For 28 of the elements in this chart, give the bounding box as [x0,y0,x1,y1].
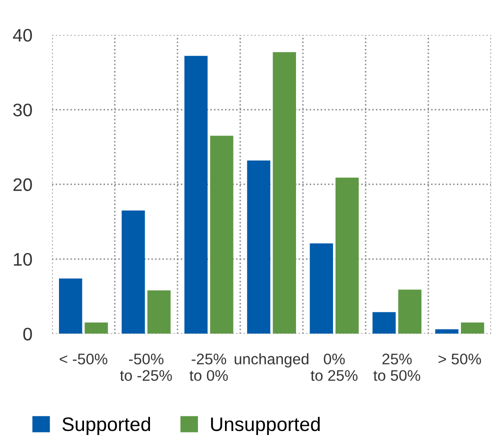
bar [310,243,334,334]
bar [84,322,108,334]
y-tick-label: 30 [13,104,32,116]
bar [184,56,208,334]
x-tick-label: unchanged [234,353,308,368]
bar [272,52,296,334]
y-tick-label: 20 [13,178,32,192]
x-tick-label: > 50% [438,354,482,364]
x-tick-label: 25% to 50% [373,354,420,381]
y-tick-label: 0 [23,328,32,340]
bar [58,278,82,334]
x-tick-label: -50% to -25% [120,354,172,381]
x-tick-label: < -50% [60,354,108,364]
bar [460,322,484,334]
bar [247,160,270,334]
x-tick-label: 0% to 25% [310,354,358,381]
bar [372,312,396,334]
bar [336,178,359,334]
bar [122,210,145,334]
bar [210,136,234,334]
y-tick-label: 40 [12,28,32,42]
legend-label: Supported [62,416,150,435]
bar [435,329,458,334]
x-tick-label: -25% to 0% [190,354,228,381]
bar [147,290,171,334]
y-tick-label: 10 [14,252,32,266]
legend-label: Unsupported [211,416,320,435]
bar [398,290,422,334]
